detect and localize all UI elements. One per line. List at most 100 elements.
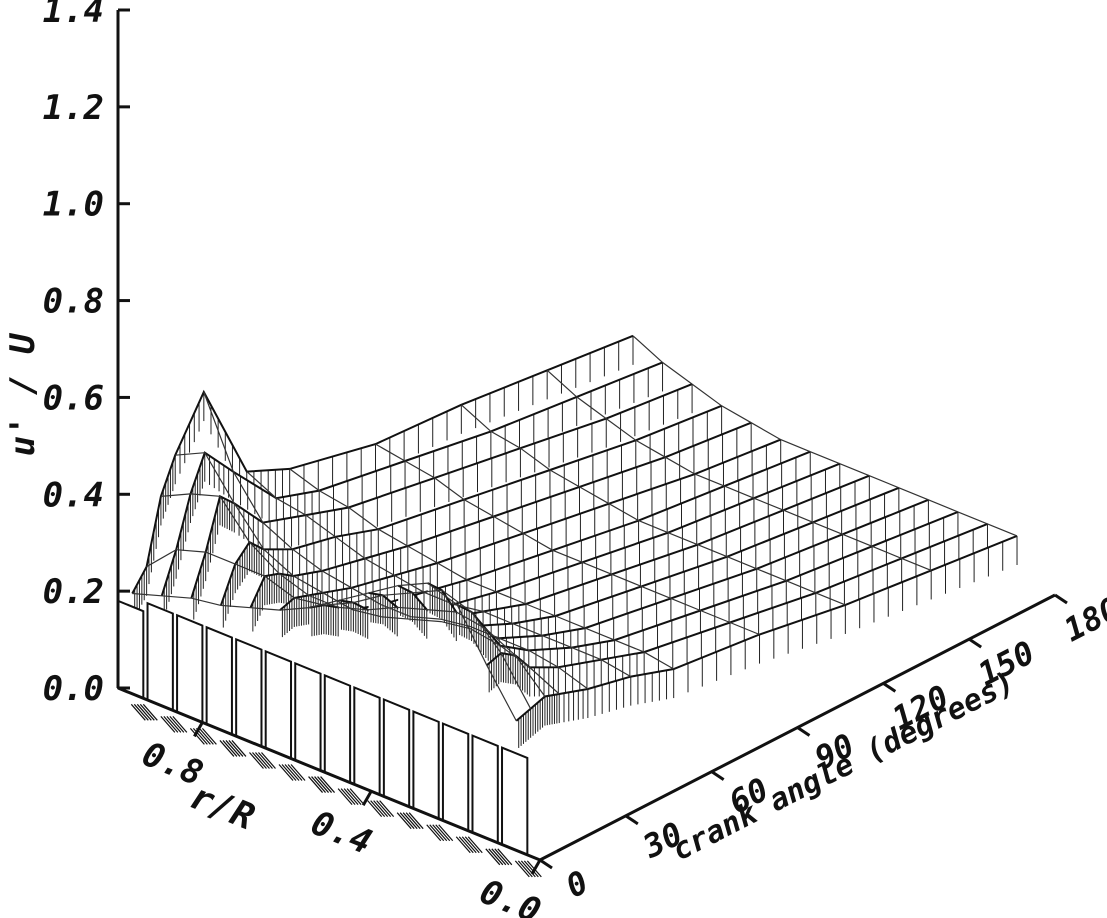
wall-hatch xyxy=(318,777,332,793)
wall-hatch xyxy=(427,825,441,841)
wall-panel xyxy=(472,736,497,843)
wall-hatch xyxy=(282,765,296,781)
z-tick-label: 1.0 xyxy=(43,185,104,225)
wall-hatch xyxy=(134,704,148,720)
wall-panel xyxy=(148,603,173,710)
y-tick xyxy=(1055,595,1067,603)
wall-hatch xyxy=(515,861,529,877)
wall-hatch xyxy=(137,704,151,720)
wall-hatch xyxy=(199,728,213,744)
wall-hatch xyxy=(220,740,234,756)
y-tick xyxy=(969,639,981,647)
wall-hatch xyxy=(232,740,246,756)
wall-hatch xyxy=(456,837,470,853)
wall-hatch xyxy=(164,716,178,732)
wall-panel xyxy=(118,601,143,698)
wall-hatch xyxy=(161,716,175,732)
wall-hatch xyxy=(341,789,355,805)
wall-hatch xyxy=(371,801,385,817)
wall-hatch xyxy=(465,837,479,853)
wall-hatch xyxy=(202,728,216,744)
z-tick-label: 0.8 xyxy=(43,282,104,322)
wall-hatch xyxy=(226,740,240,756)
wall-panel xyxy=(236,639,261,746)
wall-panel xyxy=(384,700,409,807)
z-tick-label: 1.4 xyxy=(43,0,104,31)
wall-hatch xyxy=(285,765,299,781)
wall-hatch xyxy=(377,801,391,817)
wall-panel xyxy=(443,724,468,831)
wall-hatch xyxy=(518,861,532,877)
wall-hatch xyxy=(495,849,509,865)
wall-hatch xyxy=(255,752,269,768)
wall-hatch xyxy=(489,849,503,865)
wall-panel xyxy=(502,748,527,855)
wall-hatch xyxy=(140,704,154,720)
x-tick-label: 0.4 xyxy=(305,803,377,863)
wall-hatch xyxy=(288,765,302,781)
wall-panel xyxy=(177,615,202,722)
wall-hatch xyxy=(315,777,329,793)
wall-hatch xyxy=(374,801,388,817)
wall-hatch xyxy=(291,765,305,781)
x-axis-label: r/R xyxy=(184,776,260,838)
y-tick-label: 0 xyxy=(560,863,594,906)
wall-hatch xyxy=(347,789,361,805)
wall-hatch xyxy=(459,837,473,853)
y-tick xyxy=(883,683,895,691)
z-tick-label: 1.2 xyxy=(43,88,104,128)
wall-hatch xyxy=(312,777,326,793)
wall-panel xyxy=(354,687,379,794)
y-tick-label: 180 xyxy=(1058,589,1107,649)
wall-hatch xyxy=(309,777,323,793)
wall-hatch xyxy=(261,752,275,768)
wall-hatch xyxy=(492,849,506,865)
wall-hatch xyxy=(229,740,243,756)
wall-hatch xyxy=(173,716,187,732)
wall-hatch xyxy=(486,849,500,865)
y-tick xyxy=(712,772,724,780)
z-axis-label: u' / U xyxy=(3,332,43,456)
wall-hatch xyxy=(498,849,512,865)
wall-hatch xyxy=(249,752,263,768)
wall-hatch xyxy=(321,777,335,793)
wall-hatch xyxy=(397,813,411,829)
wall-hatch xyxy=(350,789,364,805)
wall-hatch xyxy=(279,765,293,781)
wall-hatch xyxy=(400,813,414,829)
y-tick xyxy=(798,728,810,736)
wall-hatch xyxy=(430,825,444,841)
wall-hatch xyxy=(368,801,382,817)
x-tick-label: 0.0 xyxy=(474,872,546,918)
wall-hatch xyxy=(258,752,272,768)
wall-hatch xyxy=(338,789,352,805)
wall-hatch xyxy=(344,789,358,805)
wall-panel xyxy=(413,712,438,819)
wall-panel xyxy=(325,675,350,782)
wall-hatch xyxy=(223,740,237,756)
wall-panel xyxy=(266,651,291,758)
y-tick xyxy=(540,860,552,868)
y-tick xyxy=(626,816,638,824)
wall-hatch xyxy=(468,837,482,853)
wall-hatch xyxy=(436,825,450,841)
wall-hatch xyxy=(406,813,420,829)
wall-hatch xyxy=(143,704,157,720)
z-tick-label: 0.0 xyxy=(43,669,104,709)
z-tick-label: 0.6 xyxy=(43,378,104,418)
wall-hatch xyxy=(462,837,476,853)
z-tick-label: 0.4 xyxy=(43,475,104,515)
wall-hatch xyxy=(167,716,181,732)
wall-hatch xyxy=(403,813,417,829)
wall-hatch xyxy=(380,801,394,817)
wall-hatch xyxy=(131,704,145,720)
z-tick-label: 0.2 xyxy=(43,572,104,612)
wall-panel xyxy=(295,663,320,770)
wall-hatch xyxy=(433,825,447,841)
wall-hatch xyxy=(252,752,266,768)
wall-hatch xyxy=(170,716,184,732)
wall-hatch xyxy=(409,813,423,829)
wall-panel xyxy=(207,627,232,734)
wall-hatch xyxy=(439,825,453,841)
